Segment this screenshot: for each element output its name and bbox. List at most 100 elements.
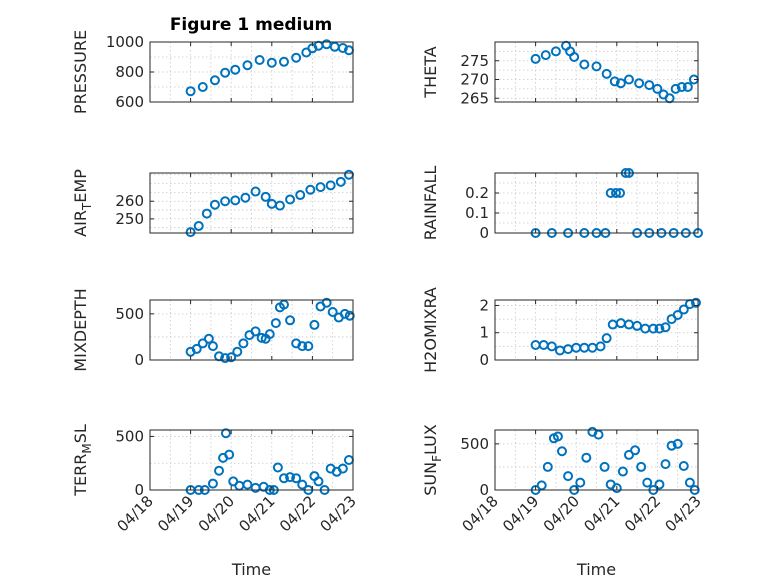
data-point <box>327 307 338 317</box>
x-axis-label: Time <box>576 560 616 579</box>
data-point <box>297 479 308 490</box>
y-axis-label: TERRMSL <box>71 424 94 497</box>
y-axis-label: AIRTEMP <box>71 169 94 237</box>
y-tick-label: 265 <box>460 89 489 107</box>
data-point <box>684 477 695 488</box>
data-point <box>575 477 586 488</box>
data-point <box>670 83 681 94</box>
data-point <box>185 227 196 238</box>
data-point <box>335 176 346 187</box>
data-point <box>623 449 634 460</box>
data-point <box>682 82 693 92</box>
data-point <box>274 200 285 211</box>
data-point <box>660 322 671 333</box>
data-point <box>599 461 610 472</box>
data-point <box>654 479 665 490</box>
axes-box <box>149 172 354 234</box>
data-point <box>678 304 689 315</box>
axes-box <box>149 429 354 491</box>
data-point <box>291 473 302 484</box>
data-point <box>569 52 580 62</box>
y-tick-label: 0 <box>134 481 144 499</box>
y-tick-label: 600 <box>115 93 144 111</box>
data-point <box>270 318 281 329</box>
data-point <box>652 83 663 94</box>
data-point <box>278 473 289 484</box>
y-tick-label: 500 <box>115 427 144 445</box>
subplot-mixdepth: 0 500 MIXDEPTH <box>71 288 355 372</box>
data-point <box>232 346 243 357</box>
data-point <box>201 208 212 219</box>
data-point <box>238 338 249 349</box>
data-point <box>690 297 701 308</box>
y-tick-label: 1000 <box>106 33 144 51</box>
data-point <box>339 308 350 319</box>
data-point <box>240 192 251 203</box>
data-point <box>224 449 235 460</box>
data-point <box>550 46 561 57</box>
data-point <box>197 338 208 349</box>
data-point <box>654 323 665 334</box>
subplot-h2omixra: 0 1 2 H2OMIXRA <box>421 287 701 373</box>
data-point <box>242 60 253 71</box>
data-point <box>581 452 592 463</box>
data-point <box>242 479 253 490</box>
data-point <box>256 332 267 343</box>
y-tick-label: 0 <box>479 481 489 499</box>
y-tick-label: 0 <box>134 351 144 369</box>
data-point <box>617 466 628 477</box>
data-point <box>611 483 622 494</box>
data-point <box>556 446 567 457</box>
y-tick-label: 500 <box>460 435 489 453</box>
data-point <box>230 195 241 206</box>
data-point <box>272 462 283 473</box>
y-tick-label: 275 <box>460 52 489 70</box>
data-point <box>295 190 306 201</box>
y-axis-label: MIXDEPTH <box>71 288 90 371</box>
data-point <box>303 341 314 352</box>
data-point <box>278 299 289 310</box>
data-point <box>642 477 653 488</box>
data-point <box>193 220 204 231</box>
data-point <box>636 461 647 472</box>
data-point <box>309 319 320 330</box>
data-point <box>676 82 687 92</box>
data-series <box>185 297 355 364</box>
data-point <box>591 61 602 72</box>
data-point <box>214 465 225 476</box>
y-axis-label: RAINFALL <box>421 166 440 241</box>
data-point <box>634 78 645 89</box>
data-point <box>285 194 296 205</box>
data-point <box>648 323 659 334</box>
figure-title: Figure 1 medium <box>170 15 332 35</box>
y-tick-label: 0 <box>479 351 489 369</box>
data-point <box>315 182 326 193</box>
y-axis-label: H2OMIXRA <box>421 287 440 373</box>
data-point <box>203 333 214 344</box>
subplot-rainfall: 0 0.1 0.2 RAINFALL <box>421 166 703 242</box>
data-point <box>260 191 271 202</box>
axes-box <box>494 429 699 491</box>
data-point <box>209 199 220 210</box>
data-point <box>278 56 289 67</box>
data-point <box>644 80 655 91</box>
data-point <box>623 74 634 85</box>
data-point <box>185 86 196 97</box>
data-point <box>601 333 612 344</box>
data-point <box>285 472 296 483</box>
data-point <box>672 310 683 320</box>
y-tick-label: 1 <box>479 324 489 342</box>
data-point <box>297 341 308 352</box>
data-point <box>552 431 563 442</box>
y-tick-label: 260 <box>115 192 144 210</box>
data-point <box>197 82 208 92</box>
data-point <box>615 78 626 89</box>
data-point <box>313 476 324 487</box>
data-series <box>530 40 699 104</box>
data-point <box>337 43 348 53</box>
data-point <box>305 184 316 195</box>
axes-box <box>494 41 699 103</box>
y-axis-label: THETA <box>421 46 440 98</box>
axes-box <box>149 299 354 361</box>
